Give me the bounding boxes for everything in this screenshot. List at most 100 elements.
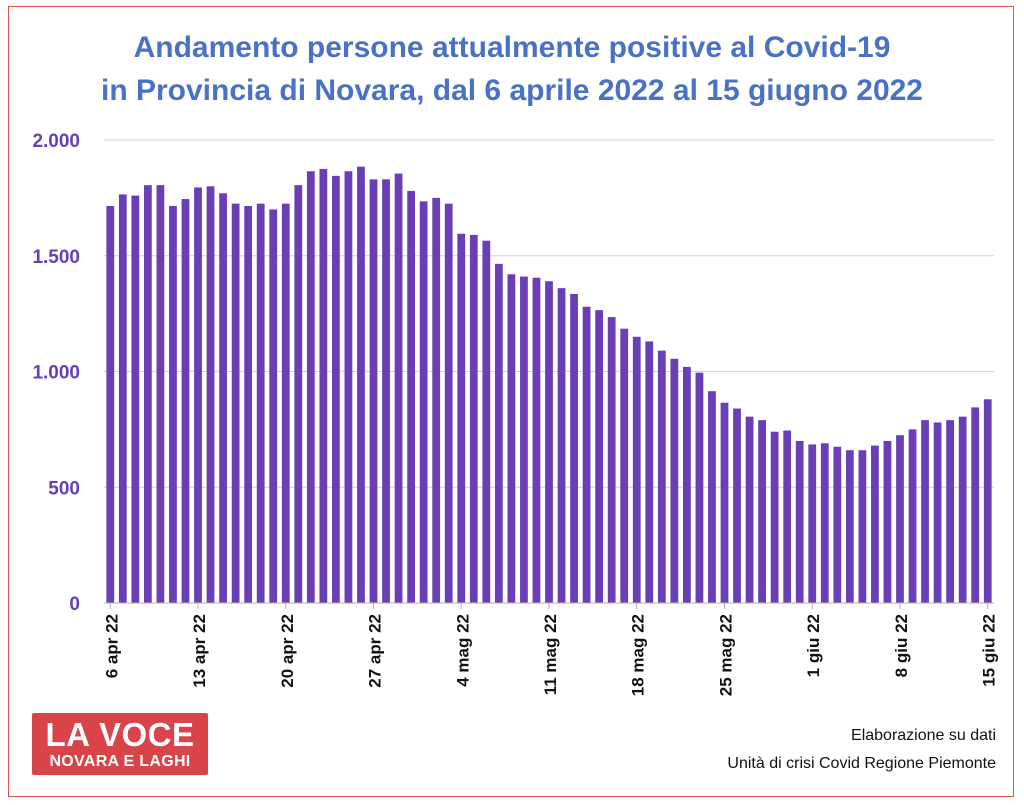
bar xyxy=(983,399,992,603)
bar xyxy=(582,306,591,603)
bar xyxy=(118,194,127,603)
axes xyxy=(104,602,994,609)
bar xyxy=(156,185,165,603)
bar xyxy=(733,408,741,603)
bar xyxy=(595,310,604,603)
bar xyxy=(695,372,704,603)
bar xyxy=(482,240,491,603)
bar xyxy=(758,420,766,603)
x-tick-label: 4 mag 22 xyxy=(453,614,472,687)
bar xyxy=(795,440,804,603)
y-tick-labels: 0 500 1.000 1.500 2.000 xyxy=(32,131,80,615)
x-tick-label: 8 giu 22 xyxy=(892,614,911,677)
bar xyxy=(419,201,428,603)
source-line-1: Elaborazione su dati xyxy=(851,727,996,744)
bar xyxy=(369,179,378,604)
bar xyxy=(407,190,415,603)
bar xyxy=(306,171,315,603)
chart-title: Andamento persone attualmente positive a… xyxy=(0,26,1024,112)
bar xyxy=(319,168,328,603)
bar xyxy=(444,203,453,603)
bar xyxy=(357,166,365,603)
source-note: Elaborazione su dati Unità di crisi Covi… xyxy=(727,722,996,778)
bar xyxy=(494,263,503,603)
bar xyxy=(244,205,253,604)
y-tick-label: 0 xyxy=(69,594,80,615)
bar xyxy=(507,274,516,603)
bar xyxy=(745,416,754,603)
y-tick-label: 1.500 xyxy=(32,247,80,268)
bar xyxy=(545,281,553,603)
bar xyxy=(457,233,466,603)
chart-frame xyxy=(8,6,1014,797)
bar xyxy=(432,197,441,603)
y-tick-label: 2.000 xyxy=(32,131,80,152)
bar xyxy=(657,350,666,603)
y-tick-label: 500 xyxy=(48,478,80,499)
bar xyxy=(570,293,578,603)
x-tick-label: 15 giu 22 xyxy=(980,614,999,687)
bar xyxy=(871,445,879,603)
bar xyxy=(332,175,340,603)
bars xyxy=(106,166,992,604)
bar xyxy=(294,185,303,603)
bar xyxy=(908,429,917,603)
bar xyxy=(770,431,779,603)
bar xyxy=(896,435,904,603)
bar xyxy=(169,205,177,604)
bar xyxy=(231,203,240,603)
chart-title-line-1: Andamento persone attualmente positive a… xyxy=(133,31,891,64)
x-tick-label: 25 mag 22 xyxy=(716,614,735,696)
bar xyxy=(971,407,980,603)
bar xyxy=(382,179,390,604)
bar xyxy=(645,341,654,603)
bar xyxy=(808,444,817,603)
bar xyxy=(106,205,115,604)
bar xyxy=(469,234,478,604)
bar xyxy=(921,420,929,603)
bar xyxy=(269,209,278,603)
bar xyxy=(344,171,353,603)
bar xyxy=(683,366,691,603)
bar xyxy=(520,276,528,603)
bar xyxy=(194,187,202,603)
bar xyxy=(256,203,265,603)
bar xyxy=(720,402,729,603)
bar xyxy=(933,422,942,603)
bar xyxy=(708,391,716,603)
bar xyxy=(206,186,215,604)
bar xyxy=(958,416,967,603)
bar xyxy=(219,193,227,603)
bar xyxy=(281,203,290,603)
x-tick-label: 20 apr 22 xyxy=(278,614,297,688)
source-line-2: Unità di crisi Covid Regione Piemonte xyxy=(727,755,996,772)
bar xyxy=(833,446,842,603)
bar xyxy=(181,199,190,603)
bar xyxy=(131,195,140,603)
x-tick-label: 13 apr 22 xyxy=(190,614,209,688)
y-tick-label: 1.000 xyxy=(32,363,80,384)
x-tick-label: 1 giu 22 xyxy=(804,614,823,677)
x-tick-label: 11 mag 22 xyxy=(541,614,560,695)
logo-line-2: NOVARA E LAGHI xyxy=(49,753,191,770)
logo-line-1: LA VOCE xyxy=(45,716,195,753)
bar xyxy=(557,288,566,603)
bar xyxy=(394,173,403,603)
bar xyxy=(632,336,641,603)
bar xyxy=(946,420,955,603)
la-voce-logo: LA VOCE NOVARA E LAGHI xyxy=(32,713,208,775)
bar xyxy=(858,450,867,603)
bar xyxy=(532,277,541,603)
bar xyxy=(845,450,854,603)
bar xyxy=(620,328,629,603)
bar xyxy=(670,358,679,603)
x-tick-label: 18 mag 22 xyxy=(629,614,648,696)
x-tick-label: 27 apr 22 xyxy=(366,614,385,688)
chart-title-line-2: in Provincia di Novara, dal 6 aprile 202… xyxy=(100,74,923,107)
bar xyxy=(820,443,829,603)
bar xyxy=(783,430,792,603)
bar xyxy=(607,317,616,603)
bar xyxy=(143,185,152,603)
bar xyxy=(883,440,892,603)
